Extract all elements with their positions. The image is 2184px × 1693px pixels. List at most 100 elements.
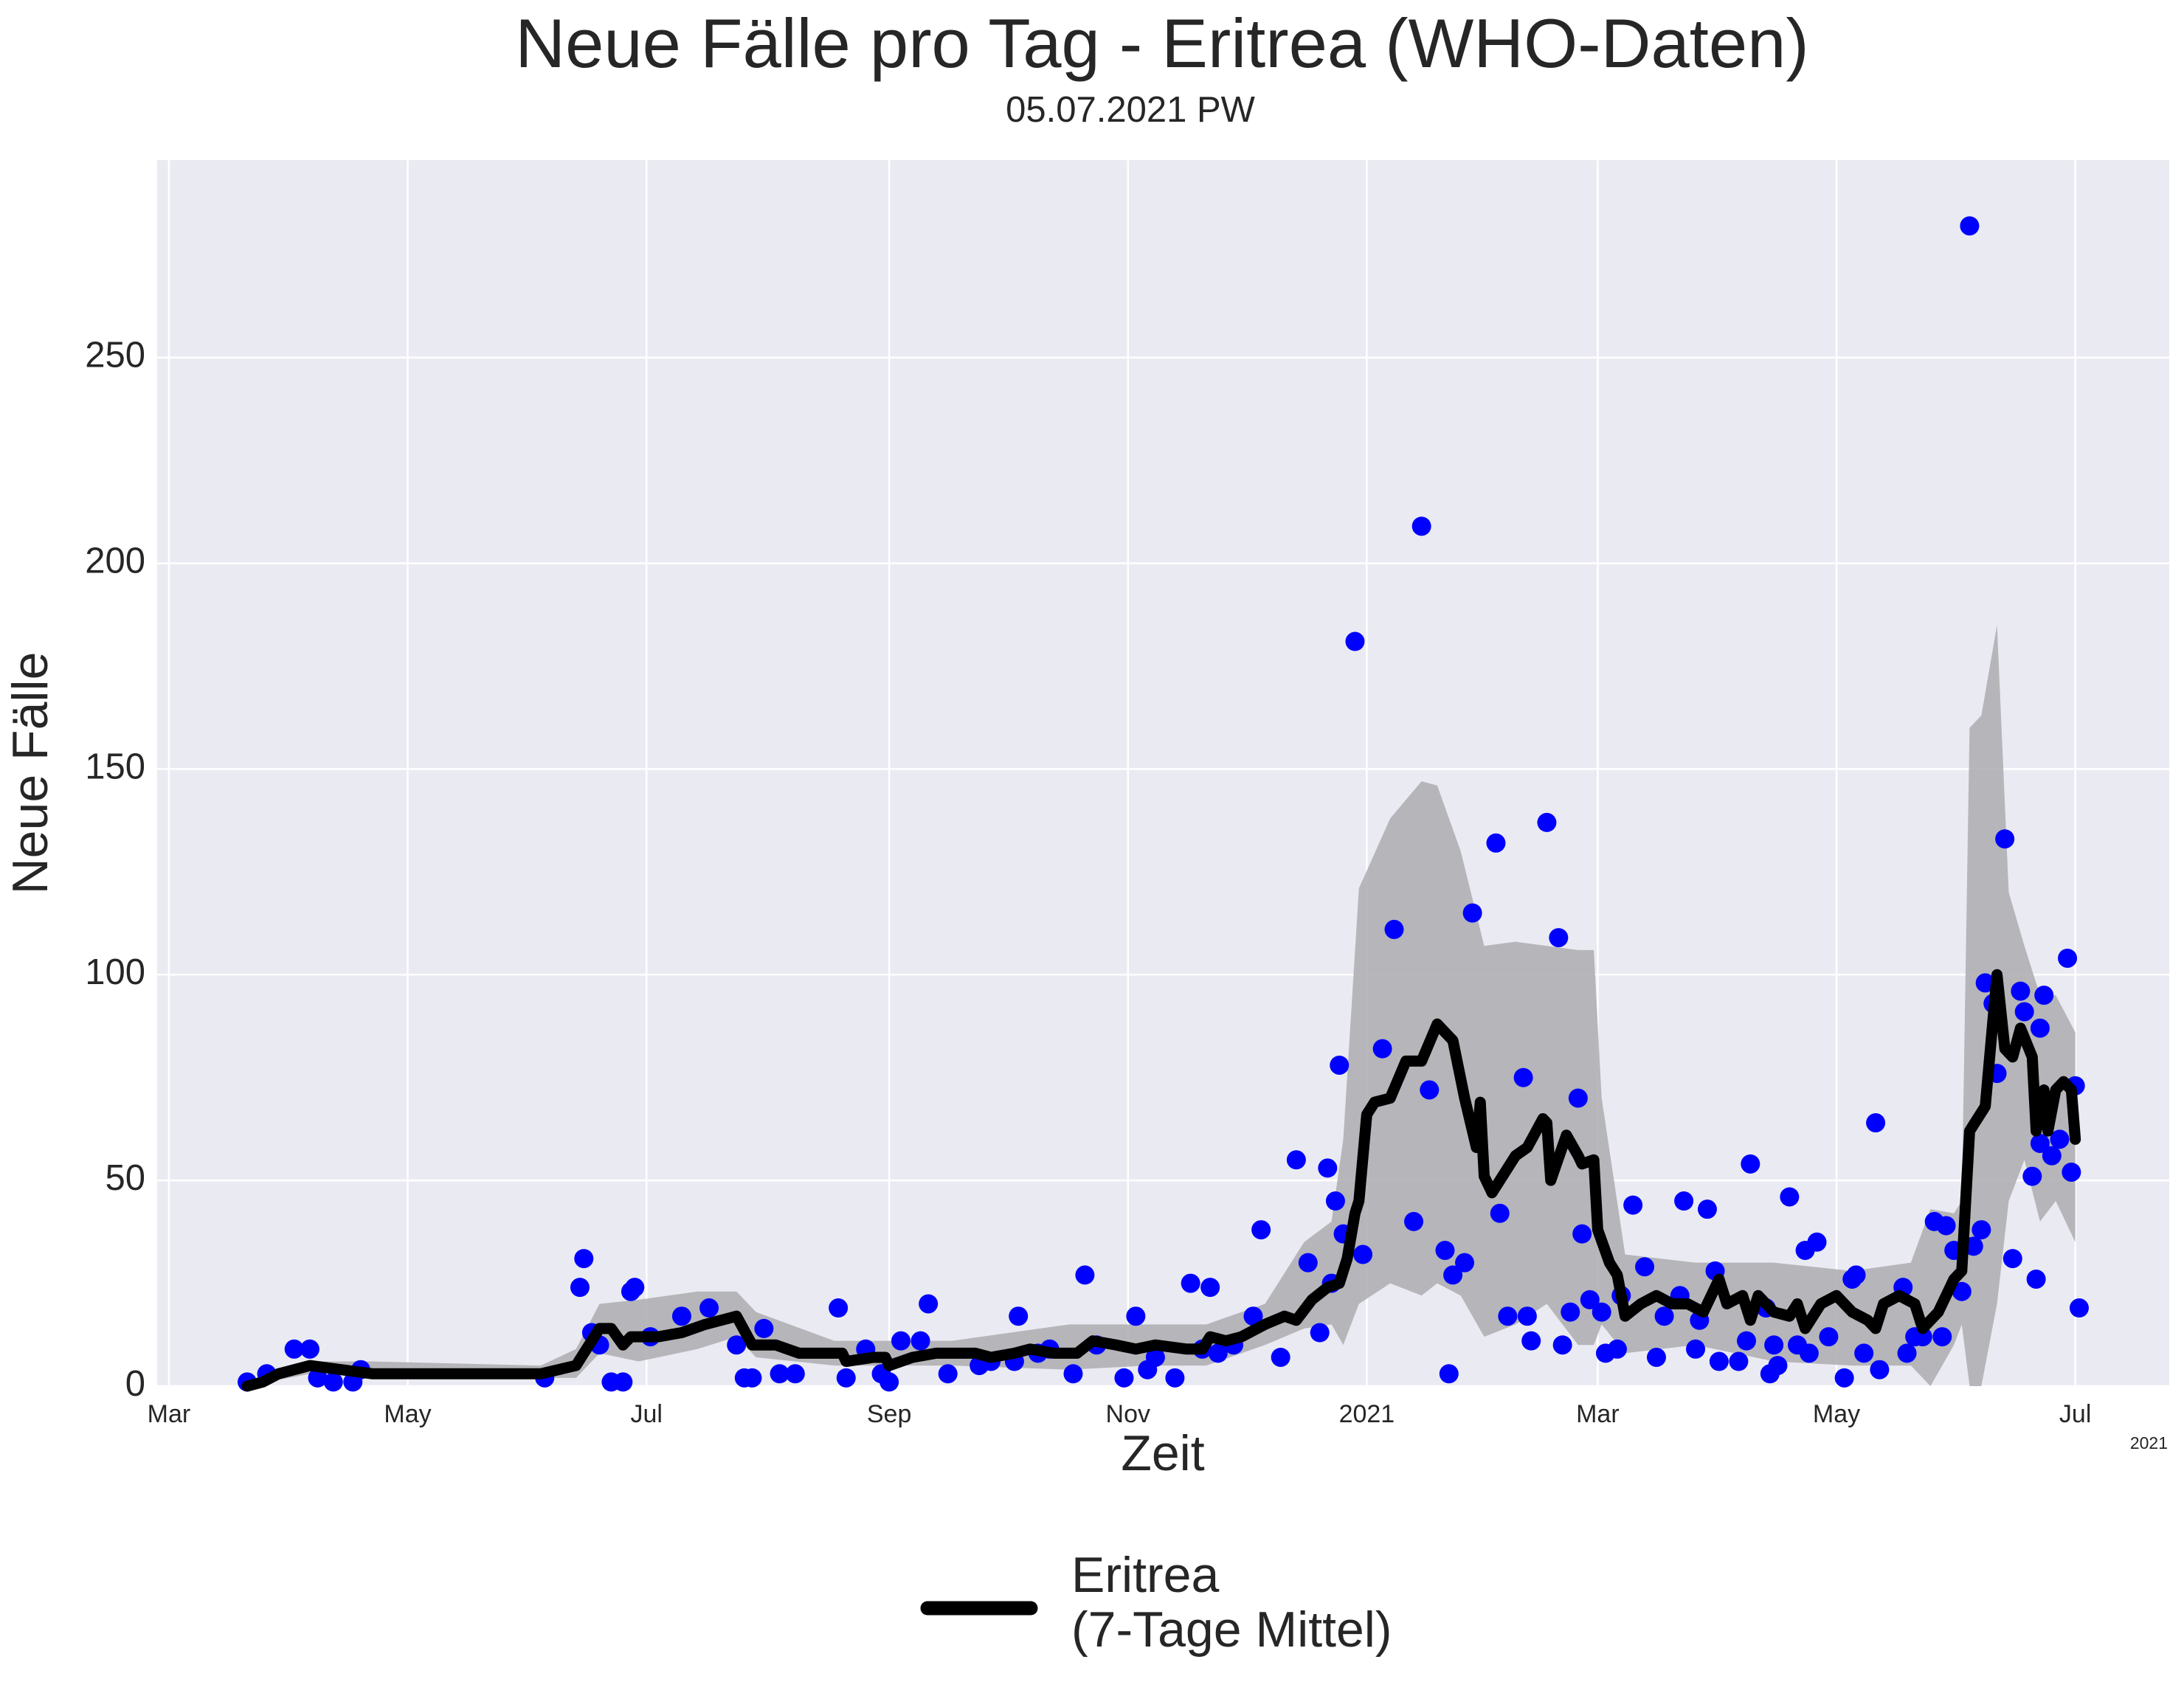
std-band	[247, 625, 2076, 1387]
data-point	[1912, 1327, 1932, 1347]
data-point	[938, 1364, 958, 1384]
data-point	[1764, 1335, 1784, 1355]
x-tick-label: Mar	[148, 1400, 191, 1428]
data-point	[2011, 981, 2031, 1001]
data-point	[1592, 1302, 1611, 1322]
data-point	[1572, 1224, 1592, 1244]
data-point	[1799, 1343, 1819, 1363]
data-point	[1513, 1067, 1533, 1087]
data-point	[613, 1372, 633, 1392]
data-point	[2030, 1133, 2050, 1153]
data-point	[2050, 1129, 2070, 1149]
data-point	[1490, 1203, 1510, 1223]
data-point	[2002, 1249, 2022, 1269]
data-point	[625, 1278, 645, 1298]
data-point	[1208, 1343, 1228, 1363]
data-point	[2042, 1146, 2062, 1166]
y-tick-label: 0	[125, 1364, 145, 1404]
data-point	[1549, 928, 1569, 948]
data-point	[284, 1339, 304, 1359]
data-point	[1063, 1364, 1083, 1384]
data-point	[1521, 1331, 1541, 1351]
data-point	[1995, 829, 2015, 849]
data-point	[1411, 516, 1431, 536]
x-tick-label: Nov	[1106, 1400, 1150, 1428]
data-point	[2030, 1018, 2050, 1038]
x-offset-label: 2021	[2130, 1433, 2168, 1453]
data-point	[1443, 1265, 1463, 1285]
data-point	[1936, 1216, 1956, 1236]
data-point	[2069, 1298, 2089, 1318]
data-point	[1075, 1265, 1095, 1285]
data-point	[1972, 1220, 1991, 1240]
data-point	[1271, 1347, 1290, 1367]
data-point	[1846, 1265, 1866, 1285]
data-point	[1251, 1220, 1271, 1240]
data-point	[727, 1335, 747, 1355]
data-point	[1404, 1211, 1424, 1231]
data-point	[1298, 1253, 1318, 1273]
data-point	[1435, 1240, 1455, 1260]
data-point	[1439, 1364, 1459, 1384]
y-tick-label: 250	[85, 336, 145, 375]
data-point	[1580, 1289, 1600, 1309]
x-tick-label: May	[1813, 1400, 1860, 1428]
data-point	[1310, 1323, 1330, 1343]
data-point	[1866, 1113, 1886, 1133]
y-tick-label: 150	[85, 747, 145, 786]
data-point	[1243, 1306, 1263, 1326]
data-point	[1623, 1195, 1643, 1215]
x-tick-label: Jul	[2059, 1400, 2091, 1428]
data-point	[1607, 1339, 1627, 1359]
data-point	[1455, 1253, 1475, 1273]
x-tick-label: Mar	[1576, 1400, 1620, 1428]
data-point	[1009, 1306, 1029, 1326]
data-point	[1372, 1039, 1392, 1059]
x-tick-label: Jul	[630, 1400, 662, 1428]
y-tick-label: 200	[85, 541, 145, 581]
data-point	[1654, 1306, 1674, 1326]
data-point	[1330, 1055, 1350, 1075]
data-point	[1952, 1281, 1972, 1301]
data-point	[1325, 1191, 1345, 1211]
data-point	[1181, 1273, 1200, 1293]
data-point	[1897, 1343, 1917, 1363]
chart-title: Neue Fälle pro Tag - Eritrea (WHO-Daten)	[515, 4, 1809, 82]
data-point	[770, 1364, 789, 1384]
data-point	[1780, 1187, 1800, 1207]
data-point	[1697, 1199, 1717, 1219]
data-point	[742, 1368, 762, 1388]
data-point	[1165, 1368, 1185, 1388]
data-point	[1552, 1335, 1572, 1355]
data-point	[1646, 1347, 1666, 1367]
data-point	[308, 1368, 328, 1388]
data-point	[1709, 1351, 1729, 1371]
data-point	[2026, 1269, 2046, 1289]
data-point	[1686, 1339, 1706, 1359]
data-point	[1870, 1360, 1890, 1379]
data-point	[1318, 1158, 1338, 1178]
data-point	[1768, 1356, 1788, 1376]
data-point	[1345, 631, 1365, 651]
data-point	[891, 1331, 911, 1351]
data-point	[1200, 1278, 1220, 1298]
data-point	[1114, 1368, 1134, 1388]
x-axis-label: Zeit	[1121, 1425, 1204, 1481]
x-tick-label: May	[384, 1400, 431, 1428]
data-point	[1854, 1343, 1874, 1363]
legend-label: Eritrea (7-Tage Mittel)	[1071, 1547, 1392, 1658]
data-point	[323, 1372, 343, 1392]
data-point	[2062, 1162, 2081, 1182]
data-point	[754, 1318, 774, 1338]
data-point	[2058, 948, 2078, 968]
data-point	[2022, 1166, 2042, 1186]
data-point	[1498, 1306, 1518, 1326]
data-point	[2014, 1002, 2034, 1022]
data-point	[570, 1278, 590, 1298]
x-tick-label: 2021	[1339, 1400, 1395, 1428]
data-point	[1420, 1080, 1440, 1100]
y-tick-label: 100	[85, 952, 145, 992]
data-point	[1486, 833, 1506, 853]
plot-background	[157, 160, 2169, 1386]
